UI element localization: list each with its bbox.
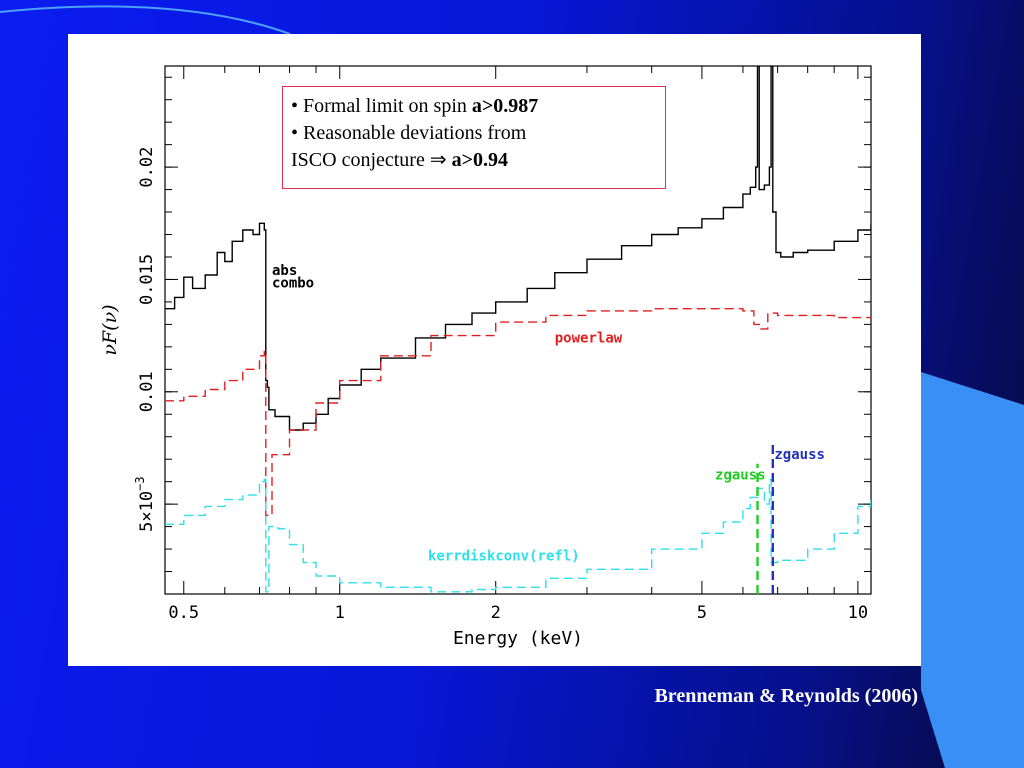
x-tick-label: 0.5 xyxy=(168,603,199,623)
series-abs-combo-line xyxy=(165,66,871,431)
y-tick-label: 5×10−3 xyxy=(133,476,157,531)
plot-frame xyxy=(164,65,872,595)
series-powerlaw-line xyxy=(165,308,871,517)
y-tick-label: 0.01 xyxy=(137,371,157,412)
spectrum-chart: 0.5 1 2 5 10 5×10−3 0.01 0.015 0.02 Energy (keV) ν… xyxy=(99,65,872,649)
series-label: powerlaw xyxy=(555,330,623,346)
annotation-line-2: • Reasonable deviations from xyxy=(291,122,527,144)
x-axis-label: Energy (keV) xyxy=(453,628,583,649)
series-label: kerrdiskconv(refl) xyxy=(428,548,580,564)
x-tick-label: 10 xyxy=(848,603,868,623)
x-tick-label: 1 xyxy=(335,603,345,623)
annotation-line-1: • Formal limit on spin a>0.987 xyxy=(291,95,539,117)
y-tick-label: 0.02 xyxy=(137,147,157,188)
series-label: zgauss xyxy=(715,467,766,483)
series-label: abs xyxy=(272,263,297,279)
series-label: zgauss xyxy=(774,447,825,463)
x-tick-label: 5 xyxy=(697,603,707,623)
annotation-line-3: ISCO conjecture ⇒ a>0.94 xyxy=(291,149,509,171)
y-tick-label: 0.015 xyxy=(137,254,157,305)
series-label: combo xyxy=(272,275,314,291)
series-kerrdiskconv-refl--line xyxy=(165,478,871,593)
x-tick-label: 2 xyxy=(491,603,501,623)
chart-frame: 0.5 1 2 5 10 5×10−3 0.01 0.015 0.02 Energy (keV) ν… xyxy=(68,34,921,666)
y-axis-label: νF(ν) xyxy=(99,304,121,355)
annotation-box: • Formal limit on spin a>0.987 • Reasona… xyxy=(282,86,666,189)
citation-caption: Brenneman & Reynolds (2006) xyxy=(654,685,918,707)
